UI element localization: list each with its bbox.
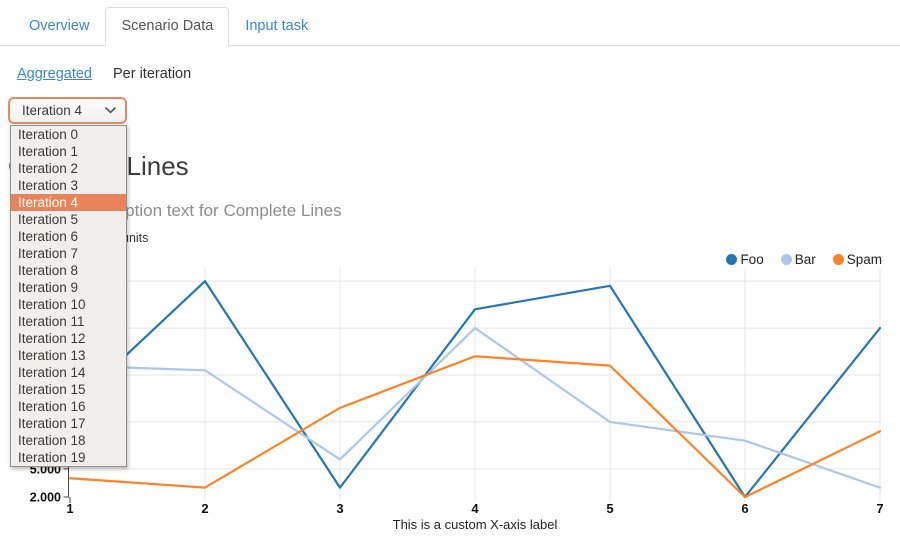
iteration-option-15[interactable]: Iteration 15 <box>18 382 86 397</box>
iteration-option-4[interactable]: Iteration 4 <box>11 194 126 211</box>
legend-label-bar: Bar <box>794 252 816 267</box>
iteration-option-8[interactable]: Iteration 8 <box>18 263 79 278</box>
iteration-option-11[interactable]: Iteration 11 <box>18 314 85 329</box>
x-axis-title: This is a custom X-axis label <box>393 517 558 532</box>
iteration-select-value: Iteration 4 <box>22 103 83 118</box>
iteration-option-6[interactable]: Iteration 6 <box>18 229 79 244</box>
series-line-spam <box>68 355 882 499</box>
legend-dot-bar <box>780 254 792 265</box>
legend-dot-spam <box>832 254 844 265</box>
x-tick-label-2: 2 <box>201 501 208 516</box>
iteration-option-7[interactable]: Iteration 7 <box>18 246 79 261</box>
iteration-option-13[interactable]: Iteration 13 <box>18 348 86 363</box>
iteration-option-16[interactable]: Iteration 16 <box>18 399 86 414</box>
iteration-option-1[interactable]: Iteration 1 <box>18 144 79 159</box>
chevron-down-icon <box>105 107 116 114</box>
tab-bar: Overview Scenario Data Input task <box>0 7 900 46</box>
iteration-option-3[interactable]: Iteration 3 <box>18 178 79 193</box>
series-line-bar <box>68 326 882 489</box>
chart-legend: Foo Bar Spam <box>726 252 882 267</box>
legend-item-spam[interactable]: Spam <box>832 252 882 267</box>
link-aggregated[interactable]: Aggregated <box>17 66 92 82</box>
legend-label-foo: Foo <box>740 252 764 267</box>
iteration-option-0[interactable]: Iteration 0 <box>18 127 79 142</box>
iteration-dropdown-list: Iteration 0 Iteration 1 Iteration 2 Iterati… <box>10 125 127 467</box>
iteration-select[interactable]: Iteration 4 <box>8 97 127 124</box>
x-tick-label-4: 4 <box>471 501 479 516</box>
view-switcher: Aggregated Per iteration <box>17 66 191 82</box>
x-tick-label-7: 7 <box>876 501 883 516</box>
iteration-option-9[interactable]: Iteration 9 <box>18 280 79 295</box>
iteration-option-19[interactable]: Iteration 19 <box>18 450 86 465</box>
chart-description: Description text for Complete Lines <box>77 201 342 220</box>
x-tick-label-5: 5 <box>606 501 613 516</box>
x-tick-label-6: 6 <box>741 501 748 516</box>
y-axis-unit-label: units <box>122 231 149 245</box>
x-tick-label-3: 3 <box>336 501 343 516</box>
iteration-option-2[interactable]: Iteration 2 <box>18 161 79 176</box>
iteration-option-17[interactable]: Iteration 17 <box>18 416 86 431</box>
legend-dot-foo <box>726 254 738 265</box>
legend-item-foo[interactable]: Foo <box>726 252 764 267</box>
iteration-option-10[interactable]: Iteration 10 <box>18 297 86 312</box>
iteration-option-18[interactable]: Iteration 18 <box>18 433 86 448</box>
iteration-option-12[interactable]: Iteration 12 <box>18 331 86 346</box>
legend-label-spam: Spam <box>846 252 882 267</box>
x-tick-label-1: 1 <box>66 501 73 516</box>
tab-overview[interactable]: Overview <box>29 18 90 34</box>
iteration-option-5[interactable]: Iteration 5 <box>18 212 79 227</box>
legend-item-bar[interactable]: Bar <box>780 252 816 267</box>
link-per-iteration[interactable]: Per iteration <box>112 66 192 82</box>
tab-input-task[interactable]: Input task <box>245 18 309 34</box>
iteration-option-14[interactable]: Iteration 14 <box>18 365 86 380</box>
tab-scenario-data[interactable]: Scenario Data <box>105 7 230 46</box>
y-tick-label-2000: 2.000 <box>30 491 61 505</box>
